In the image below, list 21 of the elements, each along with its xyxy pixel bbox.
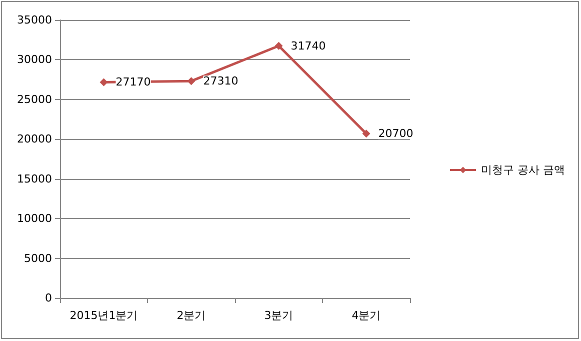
point (274, 42, 283, 50)
x-tick-label: 2015년1분기 (70, 309, 138, 322)
point (362, 130, 370, 138)
point (187, 77, 196, 86)
point (100, 78, 108, 86)
y-tick-label: 5000 (24, 252, 52, 265)
y-tick-label: 35000 (17, 14, 52, 26)
y-tick-label: 10000 (17, 212, 52, 226)
y-tick-label: 0 (45, 292, 52, 304)
legend-label: 미청구 공사 금액 (481, 164, 566, 176)
y-tick-label: 20000 (17, 132, 52, 146)
x-tick-label: 4분기 (352, 309, 381, 322)
data-label: 27310 (203, 74, 238, 88)
y-tick-label: 25000 (17, 92, 52, 106)
y-tick-label: 30000 (17, 53, 52, 66)
data-label: 27170 (116, 76, 151, 89)
data-label: 20700 (378, 127, 414, 140)
x-tick-label: 2분기 (176, 309, 206, 322)
x-tick-label: 3분기 (264, 309, 294, 322)
data-label: 31740 (290, 39, 326, 52)
y-tick-label: 15000 (17, 172, 52, 186)
